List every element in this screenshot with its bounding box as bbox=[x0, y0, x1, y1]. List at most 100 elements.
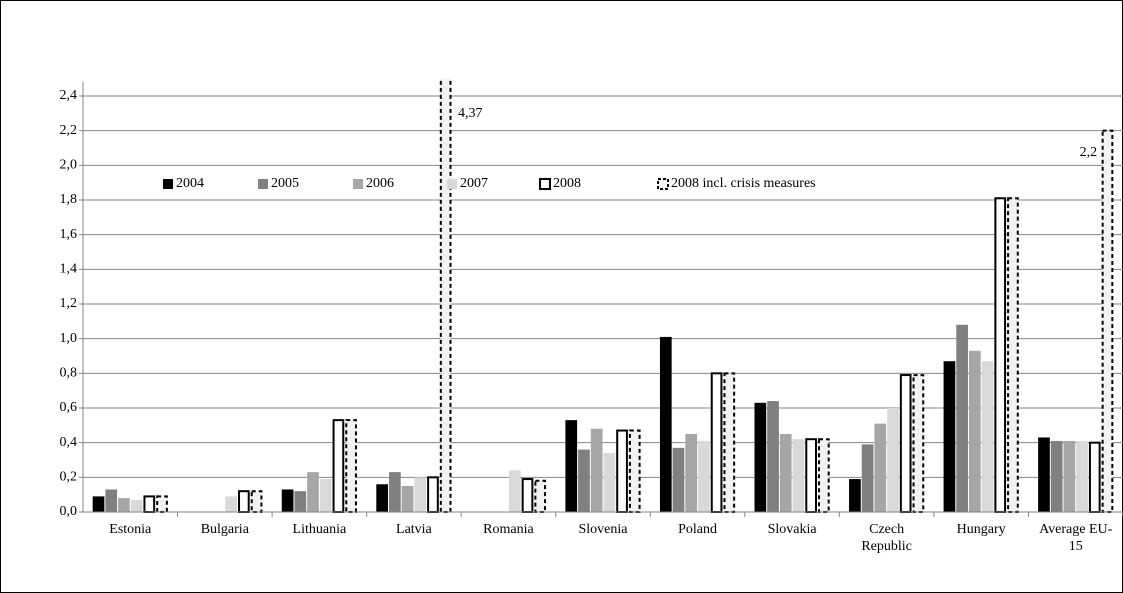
x-tick-label: Romania bbox=[483, 522, 534, 537]
x-tick-label: Czech Republic bbox=[861, 522, 912, 554]
legend-box bbox=[100, 170, 1010, 199]
y-tick-label: 2,4 bbox=[60, 88, 78, 103]
x-tick-label: Hungary bbox=[956, 522, 1006, 537]
bar bbox=[250, 490, 263, 514]
bar bbox=[427, 476, 439, 514]
bar bbox=[332, 419, 345, 513]
bar bbox=[118, 498, 130, 512]
x-tick-label: Slovenia bbox=[578, 522, 628, 537]
legend-label: 2008 incl. crisis measures bbox=[671, 176, 816, 191]
value-label: 4,37 bbox=[458, 106, 483, 121]
x-tick-label: Poland bbox=[678, 522, 717, 537]
bar bbox=[685, 434, 698, 512]
bar bbox=[1038, 437, 1050, 512]
bar bbox=[225, 496, 238, 512]
bar bbox=[628, 429, 641, 513]
bar bbox=[710, 372, 723, 514]
legend-label: 2008 bbox=[553, 176, 581, 191]
bar bbox=[1050, 440, 1063, 512]
y-tick-label: 0,0 bbox=[60, 504, 78, 519]
x-tick-label: Slovakia bbox=[767, 522, 817, 537]
bar bbox=[143, 495, 156, 513]
x-tick-label: Bulgaria bbox=[200, 522, 249, 537]
bar bbox=[899, 374, 912, 514]
bar bbox=[767, 401, 779, 512]
bar bbox=[401, 486, 414, 512]
bar bbox=[281, 489, 294, 512]
bar bbox=[874, 423, 887, 512]
x-tick-label: Average EU-15 bbox=[1039, 522, 1113, 554]
y-tick-label: 1,2 bbox=[60, 296, 78, 311]
legend-label: 2004 bbox=[176, 176, 204, 191]
bar bbox=[565, 420, 578, 512]
bar bbox=[92, 496, 105, 512]
bar bbox=[105, 489, 118, 512]
bar bbox=[345, 419, 357, 513]
y-tick-label: 1,8 bbox=[60, 192, 78, 207]
y-tick-label: 0,2 bbox=[60, 470, 78, 485]
y-tick-label: 0,4 bbox=[60, 435, 78, 450]
bar bbox=[849, 479, 861, 512]
y-tick-label: 2,2 bbox=[60, 123, 78, 138]
bar bbox=[698, 440, 710, 512]
value-label: 2,2 bbox=[1080, 145, 1098, 160]
bars bbox=[92, 78, 1114, 514]
bar bbox=[616, 429, 628, 513]
legend-swatch bbox=[657, 178, 669, 190]
legend-label: 2007 bbox=[460, 176, 488, 191]
x-tick-label: Latvia bbox=[396, 522, 432, 537]
y-tick-label: 1,0 bbox=[60, 331, 78, 346]
bar bbox=[792, 439, 805, 512]
bar bbox=[887, 408, 899, 512]
bar bbox=[389, 472, 401, 512]
bar bbox=[779, 434, 792, 512]
bar bbox=[508, 470, 521, 512]
bar bbox=[723, 372, 736, 514]
bar bbox=[319, 479, 332, 512]
bar bbox=[1063, 440, 1076, 512]
bar bbox=[521, 478, 534, 514]
bar bbox=[590, 428, 603, 512]
bar bbox=[1088, 441, 1101, 513]
bar bbox=[672, 447, 685, 512]
y-tick-label: 0,6 bbox=[60, 400, 78, 415]
bar bbox=[130, 499, 143, 512]
bar bbox=[817, 438, 830, 514]
y-tick-label: 2,0 bbox=[60, 158, 78, 173]
bar bbox=[376, 484, 389, 512]
bar bbox=[534, 479, 547, 513]
legend-swatch bbox=[539, 178, 551, 190]
bar bbox=[943, 361, 956, 512]
y-tick-label: 1,6 bbox=[60, 227, 78, 242]
bar bbox=[414, 477, 427, 512]
legend-label: 2006 bbox=[366, 176, 394, 191]
bar bbox=[861, 444, 874, 512]
bar bbox=[659, 336, 672, 512]
bar bbox=[994, 197, 1007, 513]
bar bbox=[968, 350, 981, 512]
bar bbox=[1007, 197, 1019, 513]
bar bbox=[603, 453, 616, 512]
y-tick-label: 1,4 bbox=[60, 262, 78, 277]
bar bbox=[805, 438, 817, 514]
bar bbox=[578, 449, 590, 512]
bar bbox=[156, 495, 168, 513]
bar bbox=[981, 361, 994, 512]
bar bbox=[912, 374, 925, 514]
legend-swatch bbox=[447, 179, 457, 189]
bar bbox=[956, 324, 968, 512]
bar bbox=[1076, 440, 1088, 512]
x-tick-label: Lithuania bbox=[292, 522, 347, 537]
bar bbox=[307, 472, 319, 512]
bar bbox=[294, 491, 307, 512]
bar bbox=[754, 402, 767, 512]
bar bbox=[238, 490, 250, 514]
legend-swatch bbox=[163, 179, 173, 189]
legend-swatch bbox=[258, 179, 268, 189]
legend-swatch bbox=[353, 179, 363, 189]
bar bbox=[1101, 129, 1114, 514]
legend-label: 2005 bbox=[271, 176, 299, 191]
y-tick-label: 0,8 bbox=[60, 366, 78, 381]
